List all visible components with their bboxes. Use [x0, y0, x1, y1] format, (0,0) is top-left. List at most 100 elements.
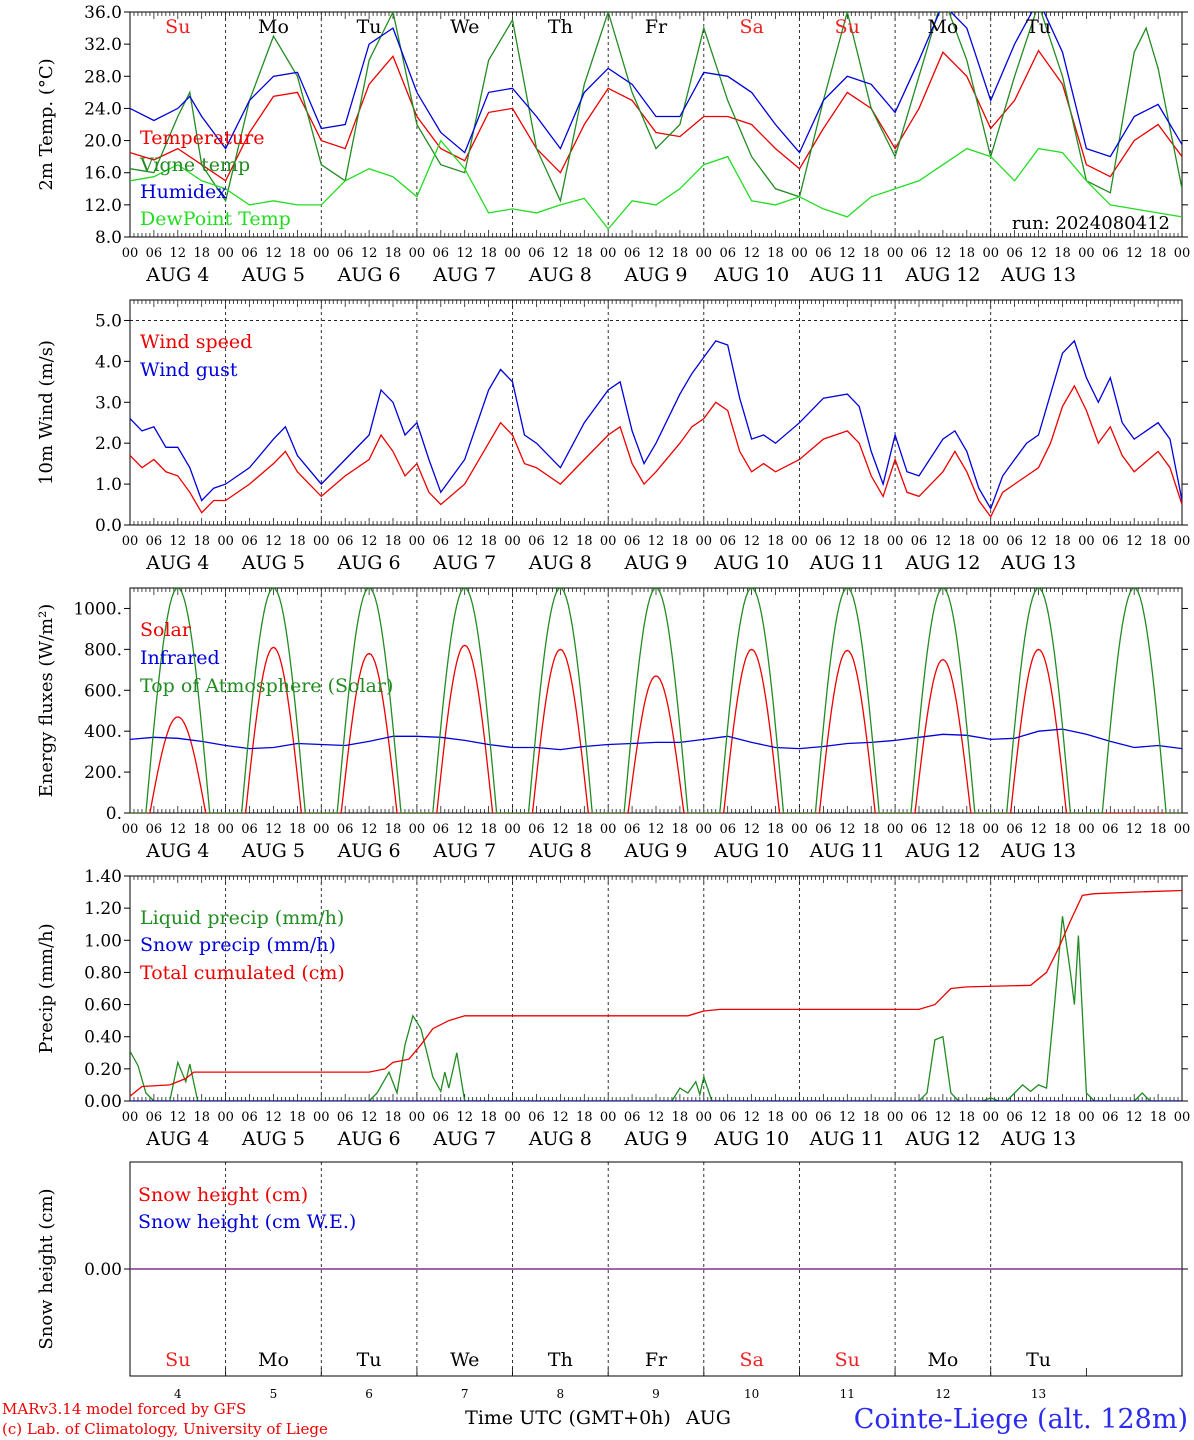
series-line-wind-speed	[130, 384, 1182, 519]
date-label: AUG 7	[432, 264, 496, 286]
hour-tick-label: 12	[648, 822, 665, 837]
hour-tick-label: 18	[959, 1110, 976, 1125]
y-tick-label: 0.00	[84, 1092, 122, 1112]
hour-tick-label: 12	[361, 822, 378, 837]
hour-tick-label: 18	[385, 822, 402, 837]
series-line-solar	[130, 644, 1182, 813]
legend-entry: Vigne temp	[139, 154, 250, 176]
panel-energy: 00 06 12 18 00 06 12 18 00 06 12 18 00 06 12 18 00 06 12 18…	[36, 587, 1191, 862]
hour-tick-label: 00	[600, 534, 617, 549]
hour-tick-label: 06	[146, 246, 163, 261]
series-line-temperature	[130, 49, 1182, 182]
date-label: AUG 11	[809, 552, 885, 574]
hour-tick-label: 12	[648, 534, 665, 549]
hour-tick-label: 06	[241, 1110, 258, 1125]
y-axis-label: Energy fluxes (W/m²)	[36, 604, 57, 798]
hour-tick-label: 18	[385, 1110, 402, 1125]
hour-tick-label: 12	[648, 1110, 665, 1125]
hour-tick-label: 06	[337, 534, 354, 549]
hour-tick-label: 06	[337, 1110, 354, 1125]
date-label: AUG 7	[432, 1128, 496, 1150]
legend-entry: Liquid precip (mm/h)	[140, 907, 344, 929]
lab-credit: (c) Lab. of Climatology, University of L…	[2, 1420, 328, 1438]
hour-tick-label: 12	[1126, 246, 1143, 261]
legend-entry: Infrared	[140, 647, 220, 669]
panel-snow: 0.00 Snow height (cm) Snow height (cm) Snow…	[36, 1161, 1188, 1377]
y-tick-label: 0.00	[84, 1260, 122, 1280]
day-number-label: 11	[840, 1387, 855, 1401]
hour-tick-label: 18	[1150, 534, 1167, 549]
weekday-label: Th	[548, 1349, 573, 1371]
hour-tick-label: 06	[911, 246, 928, 261]
hour-tick-label: 18	[863, 534, 880, 549]
hour-tick-label: 00	[504, 822, 521, 837]
hour-tick-label: 12	[1030, 534, 1047, 549]
hour-tick-label: 18	[863, 822, 880, 837]
hour-tick-label: 06	[1006, 1110, 1023, 1125]
hour-tick-label: 12	[1030, 1110, 1047, 1125]
hour-tick-label: 12	[743, 246, 760, 261]
panel-temp: 00 06 12 18 00 06 12 18 00 06 12 18 00 06 12 18 00 06 12 18…	[36, 3, 1190, 286]
y-tick-label: 0.60	[84, 996, 122, 1016]
hour-tick-label: 00	[1078, 534, 1095, 549]
hour-tick-label: 18	[289, 534, 306, 549]
date-label: AUG 4	[145, 1128, 209, 1150]
y-tick-label: 800.	[84, 640, 122, 660]
hour-tick-label: 06	[241, 246, 258, 261]
date-label: AUG 8	[528, 264, 592, 286]
hour-tick-label: 12	[361, 1110, 378, 1125]
weekday-label: We	[450, 16, 479, 38]
hour-tick-label: 18	[1054, 246, 1071, 261]
hour-tick-label: 12	[1030, 822, 1047, 837]
y-tick-label: 1000.	[73, 599, 122, 619]
hour-tick-label: 06	[624, 1110, 641, 1125]
weekday-label: Sa	[739, 16, 763, 38]
model-credit: MARv3.14 model forced by GFS	[2, 1400, 246, 1418]
series-line-vigne-temp	[130, 12, 1182, 203]
hour-tick-label: 00	[1174, 822, 1191, 837]
hour-tick-label: 06	[1006, 534, 1023, 549]
hour-tick-label: 18	[959, 534, 976, 549]
weekday-label: Tu	[357, 16, 382, 38]
hour-tick-label: 06	[624, 246, 641, 261]
y-tick-label: 3.0	[95, 393, 122, 413]
hour-tick-label: 06	[337, 246, 354, 261]
hour-tick-label: 00	[887, 1110, 904, 1125]
date-label: AUG 4	[145, 840, 209, 862]
hour-tick-label: 12	[361, 534, 378, 549]
date-label: AUG 5	[241, 1128, 305, 1150]
plot-area	[130, 588, 1182, 813]
legend-entry: DewPoint Temp	[140, 208, 291, 230]
hour-tick-label: 12	[552, 1110, 569, 1125]
date-label: AUG 12	[904, 840, 980, 862]
hour-tick-label: 18	[289, 822, 306, 837]
plot-area	[130, 12, 1182, 231]
hour-tick-label: 00	[313, 534, 330, 549]
hour-tick-label: 06	[815, 534, 832, 549]
hour-tick-label: 06	[815, 822, 832, 837]
hour-tick-label: 12	[1126, 822, 1143, 837]
hour-tick-label: 06	[1006, 246, 1023, 261]
hour-tick-label: 18	[672, 534, 689, 549]
hour-tick-label: 06	[911, 534, 928, 549]
hour-tick-label: 18	[959, 822, 976, 837]
y-axis-label: Snow height (cm)	[36, 1188, 57, 1349]
y-tick-label: 1.20	[84, 899, 122, 919]
weekday-label: Sa	[739, 1349, 763, 1371]
hour-tick-label: 18	[480, 1110, 497, 1125]
hour-tick-label: 00	[504, 1110, 521, 1125]
date-label: AUG 6	[337, 840, 401, 862]
hour-tick-label: 12	[170, 246, 187, 261]
hour-tick-label: 18	[1150, 822, 1167, 837]
legend-entry: Solar	[140, 619, 192, 641]
hour-tick-label: 18	[576, 534, 593, 549]
hour-tick-label: 06	[719, 1110, 736, 1125]
hour-tick-label: 12	[552, 822, 569, 837]
date-label: AUG 11	[809, 264, 885, 286]
hour-tick-label: 18	[289, 1110, 306, 1125]
day-number-label: 5	[270, 1387, 278, 1401]
y-tick-label: 400.	[84, 722, 122, 742]
date-label: AUG 4	[145, 264, 209, 286]
date-label: AUG 10	[713, 1128, 789, 1150]
date-label: AUG 5	[241, 552, 305, 574]
